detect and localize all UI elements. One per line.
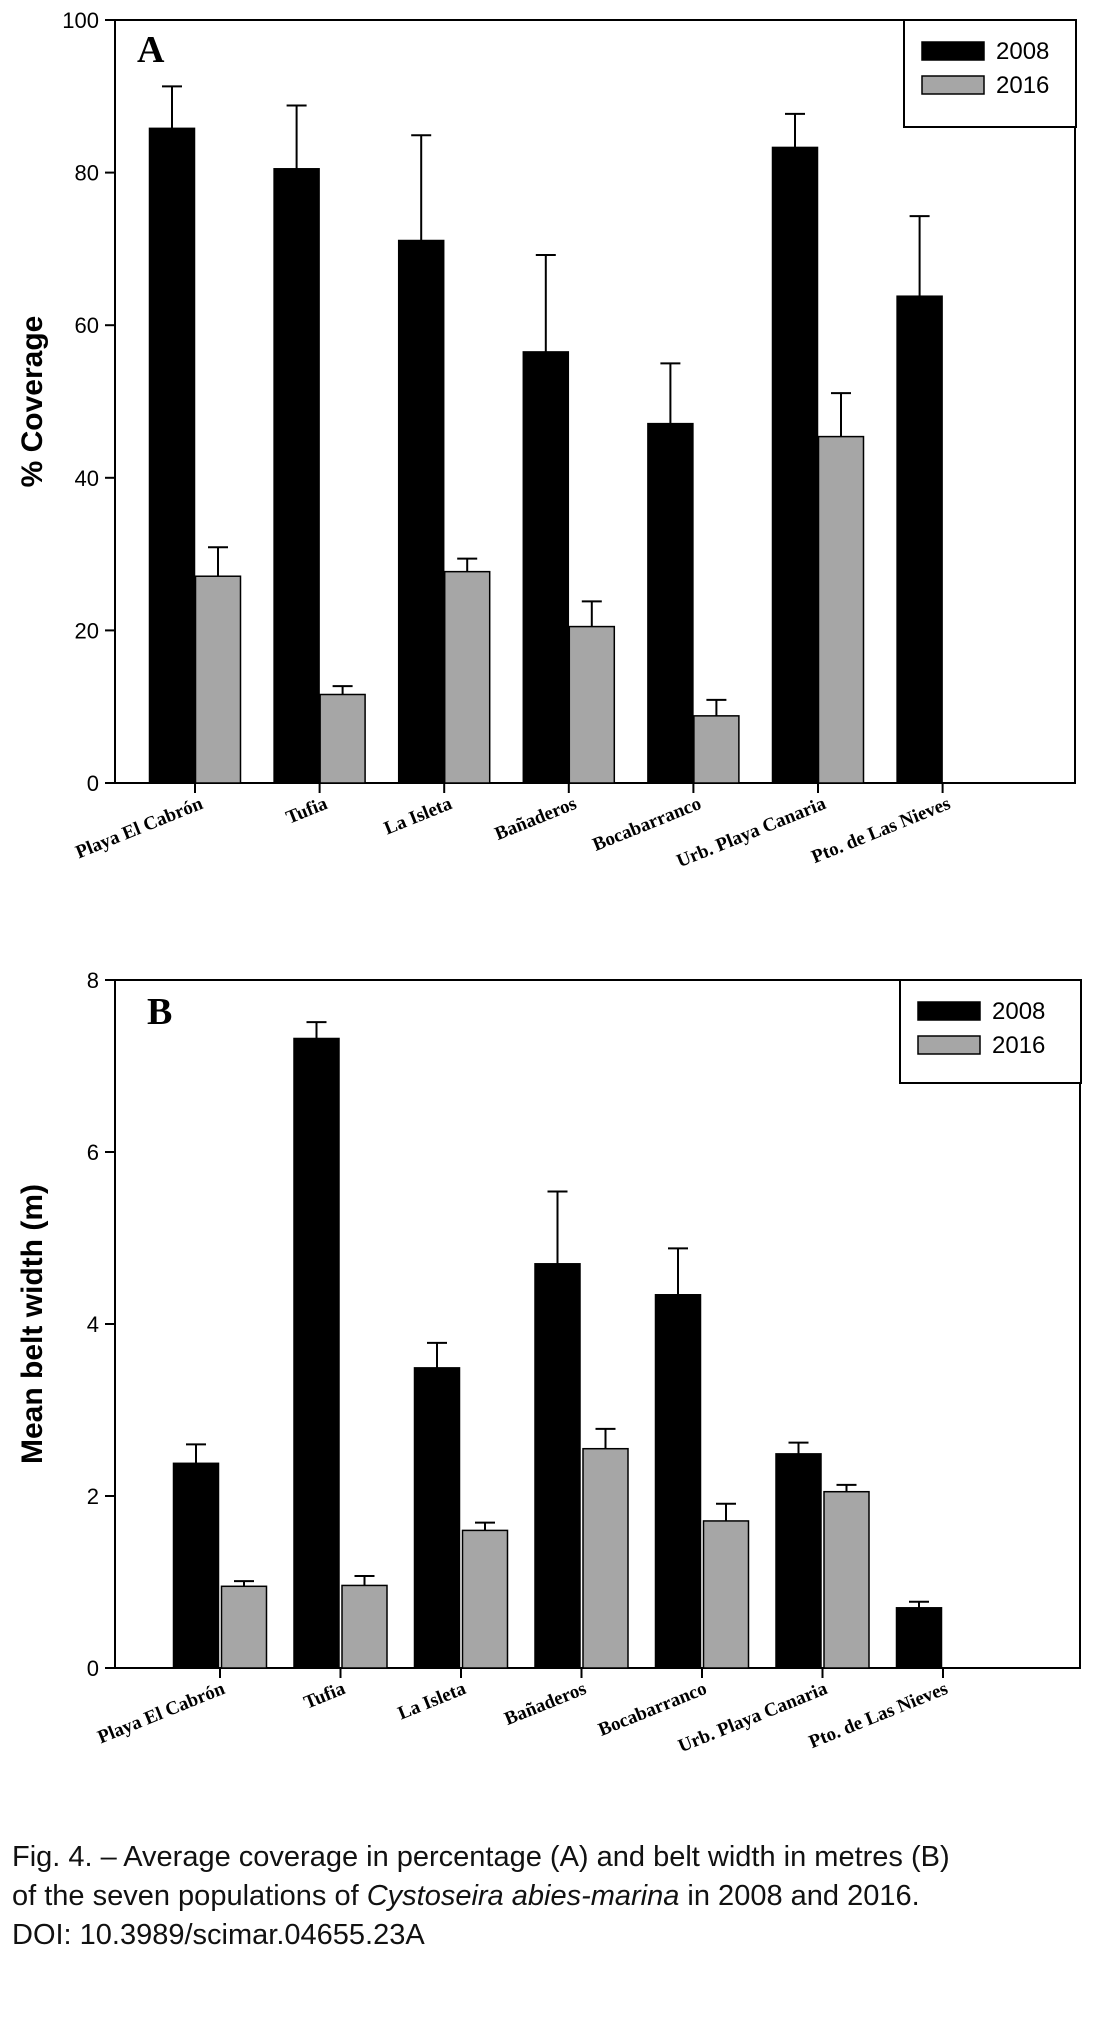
bar-2008 — [534, 1263, 581, 1669]
legend-label-2008: 2008 — [996, 38, 1049, 65]
caption-line-1: Fig. 4. – Average coverage in percentage… — [12, 1841, 950, 1873]
bar-2008 — [293, 1037, 340, 1669]
legend-label-2016: 2016 — [996, 72, 1049, 99]
bar-2016 — [702, 1520, 750, 1669]
bar-2008 — [771, 146, 819, 784]
x-category-label: La Isleta — [395, 1678, 469, 1724]
bar-2016 — [220, 1585, 268, 1669]
bar-2008 — [896, 295, 943, 784]
caption-species-name: Cystoseira abies-marina — [366, 1880, 680, 1912]
bar-2008 — [413, 1367, 461, 1669]
panel-label: A — [137, 29, 165, 71]
bar-2008 — [654, 1294, 702, 1669]
bar-2016 — [582, 1447, 629, 1669]
panel-label: B — [147, 991, 172, 1033]
y-axis-title: Mean belt width (m) — [16, 1184, 49, 1464]
bar-2008 — [647, 422, 694, 784]
chart-panel-b: 0 2 4 6 8 Mean belt width (m) B Playa El Cabrón… — [16, 968, 1082, 1757]
y-tick-label: 2 — [87, 1484, 99, 1509]
legend-swatch-2016 — [917, 1035, 981, 1055]
caption-line-2: of the seven populations of Cystoseira a… — [12, 1877, 1097, 1916]
legend-label-2008: 2008 — [992, 998, 1045, 1025]
y-tick-label: 20 — [75, 618, 99, 643]
legend-swatch-2008 — [921, 41, 985, 61]
bar-2008 — [273, 168, 320, 784]
y-tick-label: 6 — [87, 1140, 99, 1165]
y-tick-label: 4 — [87, 1312, 99, 1337]
y-tick-label: 40 — [75, 466, 99, 491]
y-tick-label: 8 — [87, 968, 99, 993]
y-tick-label: 100 — [62, 8, 99, 33]
bar-2016 — [693, 715, 740, 784]
legend-label-2016: 2016 — [992, 1032, 1045, 1059]
bar-2016 — [823, 1490, 870, 1669]
legend-box — [899, 979, 1082, 1084]
legend-swatch-2016 — [921, 75, 985, 95]
x-category-label: Pto. de Las Nieves — [809, 793, 954, 868]
y-axis-title: % Coverage — [16, 316, 49, 488]
x-category-label: Tufia — [301, 1678, 349, 1714]
bar-2016 — [319, 693, 366, 784]
y-tick-label: 60 — [75, 313, 99, 338]
bar-2016 — [341, 1584, 388, 1669]
bar-2008 — [172, 1462, 220, 1669]
x-category-label: Pto. de Las Nieves — [806, 1678, 951, 1753]
bar-2016 — [568, 625, 616, 784]
x-category-label: Playa El Cabrón — [73, 793, 207, 863]
bar-2016 — [194, 575, 242, 784]
bar-2008 — [522, 351, 570, 784]
y-tick-label: 0 — [87, 771, 99, 796]
caption-line-2-end: in 2008 and 2016. — [679, 1880, 920, 1912]
bar-2016 — [817, 435, 865, 784]
bar-2008 — [895, 1607, 943, 1669]
bar-2008 — [397, 239, 445, 784]
x-category-label: Tufia — [283, 793, 331, 829]
x-category-label: La Isleta — [381, 793, 455, 839]
bar-2016 — [461, 1529, 509, 1669]
legend-swatch-2008 — [917, 1001, 981, 1021]
bar-2016 — [443, 570, 491, 784]
x-category-label: Bañaderos — [492, 793, 580, 845]
bar-2008 — [148, 127, 196, 784]
y-tick-label: 0 — [87, 1656, 99, 1681]
bar-2008 — [775, 1453, 822, 1669]
legend-box — [903, 19, 1077, 128]
x-category-label: Playa El Cabrón — [95, 1678, 229, 1748]
caption-line-2-start: of the seven populations of — [12, 1880, 367, 1912]
x-category-label: Bañaderos — [502, 1678, 590, 1730]
chart-panel-a: 0 20 40 60 80 100 % Coverage A Playa El Cabrón Tu… — [16, 8, 1077, 872]
y-tick-label: 80 — [75, 161, 99, 186]
caption-line-3: DOI: 10.3989/scimar.04655.23A — [12, 1919, 425, 1951]
figure-caption: Fig. 4. – Average coverage in percentage… — [12, 1838, 1097, 1955]
